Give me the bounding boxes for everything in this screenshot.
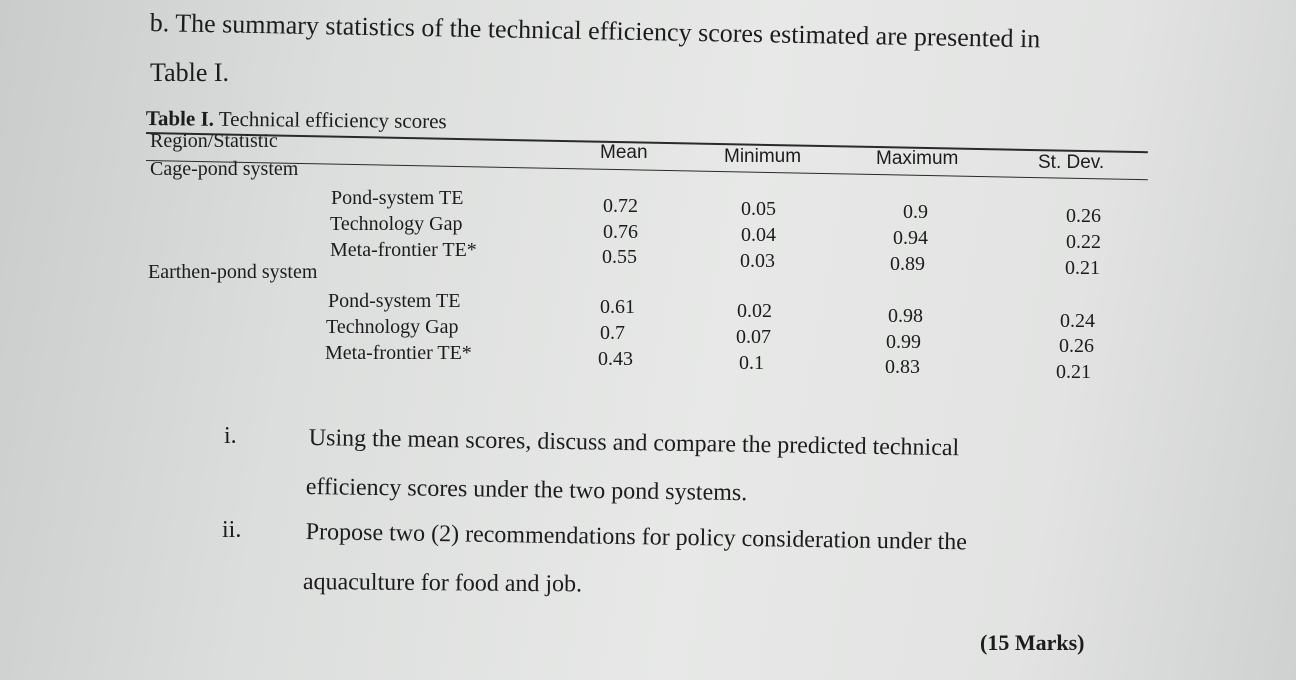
- table-caption-label: Table I.: [145, 106, 215, 131]
- cell-min: 0.03: [740, 250, 775, 272]
- cell-sd: 0.22: [1066, 231, 1101, 253]
- marks-label: (15 Marks): [980, 630, 1085, 655]
- cell-mean: 0.43: [598, 348, 633, 370]
- header-stdev: St. Dev.: [1038, 152, 1105, 173]
- row-label: Technology Gap: [330, 213, 463, 235]
- cell-mean: 0.76: [603, 221, 638, 243]
- question-text: Using the mean scores, discuss and compa…: [308, 425, 960, 462]
- cell-max: 0.89: [890, 253, 925, 275]
- cell-mean: 0.7: [600, 322, 625, 344]
- cell-max: 0.99: [886, 331, 921, 353]
- question-text: aquaculture for food and job.: [302, 569, 583, 598]
- cell-max: 0.98: [888, 305, 923, 327]
- question-text: Propose two (2) recommendations for poli…: [305, 519, 968, 556]
- cell-mean: 0.55: [602, 246, 637, 268]
- group-name: Cage-pond system: [150, 158, 299, 180]
- cell-max: 0.94: [893, 227, 928, 249]
- header-minimum: Minimum: [724, 146, 802, 167]
- header-region-statistic: Region/Statistic: [150, 130, 278, 152]
- cell-mean: 0.61: [600, 296, 635, 318]
- cell-min: 0.07: [736, 326, 771, 348]
- row-label: Pond-system TE: [331, 187, 464, 209]
- cell-max: 0.83: [885, 356, 920, 378]
- cell-mean: 0.72: [603, 195, 638, 217]
- cell-sd: 0.24: [1060, 310, 1095, 332]
- row-label: Meta-frontier TE*: [330, 239, 477, 261]
- cell-min: 0.02: [737, 300, 772, 322]
- header-mean: Mean: [600, 142, 648, 163]
- row-label: Pond-system TE: [328, 290, 461, 312]
- question-number: i.: [224, 423, 237, 449]
- cell-min: 0.04: [741, 224, 776, 246]
- row-label: Technology Gap: [326, 316, 459, 338]
- cell-sd: 0.26: [1066, 205, 1101, 227]
- cell-min: 0.05: [741, 198, 776, 220]
- cell-sd: 0.21: [1056, 361, 1091, 383]
- header-maximum: Maximum: [876, 148, 959, 169]
- intro-line-2: Table I.: [150, 58, 230, 87]
- cell-sd: 0.26: [1059, 335, 1094, 357]
- intro-line-1: b. The summary statistics of the technic…: [149, 8, 1041, 54]
- cell-max: 0.9: [903, 201, 928, 223]
- cell-min: 0.1: [739, 352, 764, 374]
- question-number: ii.: [222, 517, 242, 543]
- question-text: efficiency scores under the two pond sys…: [305, 474, 748, 507]
- group-name: Earthen-pond system: [148, 261, 318, 283]
- cell-sd: 0.21: [1065, 257, 1100, 279]
- row-label: Meta-frontier TE*: [325, 342, 472, 364]
